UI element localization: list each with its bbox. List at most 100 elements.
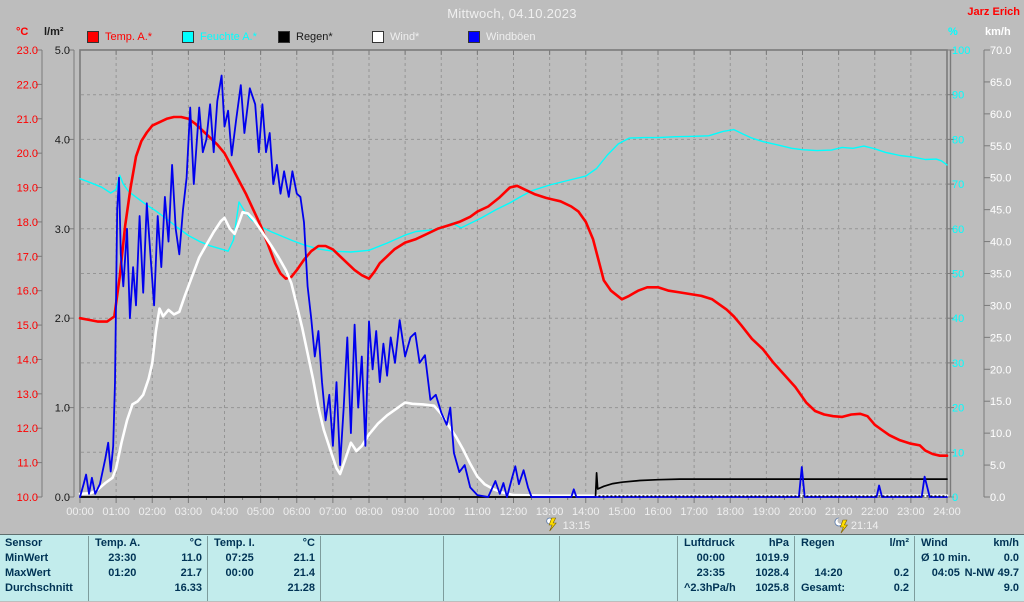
weather-chart: 10.0 11.0 12.0 13.0 14.0 15.0 16.0 17.0 18.0 19.0…: [17, 45, 1011, 534]
temp-tick-label: 22.0: [17, 79, 38, 91]
table-avg-cell: 9.0: [915, 581, 1024, 596]
table-column-empty: [559, 536, 678, 601]
legend-item-feuchte-a-: Feuchte A.*: [182, 31, 257, 43]
humidity-tick-label: 10: [952, 447, 964, 459]
legend-label: Wind*: [390, 31, 420, 43]
humidity-tick-label: 80: [952, 134, 964, 146]
rain-tick-label: 4.0: [55, 134, 70, 146]
table-column-temp-a-: Temp. A. °C 23:30 11.0 01:20 21.7 16.33: [88, 536, 208, 601]
table-min-cell: [795, 551, 915, 566]
table-avg-cell: [444, 581, 560, 596]
value-time: Ø 10 min.: [921, 552, 971, 564]
table-max-cell: 01:20 21.7: [89, 566, 208, 581]
x-axis-label: 18:00: [716, 506, 744, 518]
wind-tick-label: 55.0: [990, 141, 1011, 153]
rain-tick-label: 2.0: [55, 313, 70, 325]
humidity-tick-label: 60: [952, 224, 964, 236]
legend-swatch: [468, 31, 480, 43]
x-axis-label: 12:00: [500, 506, 528, 518]
x-axis-label: 21:00: [825, 506, 853, 518]
x-axis-label: 07:00: [319, 506, 347, 518]
value-time: ^2.3hPa/h: [684, 582, 736, 594]
table-column-empty: [443, 536, 560, 601]
table-max-cell: [444, 566, 560, 581]
x-axis-label: 17:00: [680, 506, 708, 518]
temp-axis-unit: °C: [16, 26, 29, 38]
value-number: 1019.9: [755, 552, 789, 564]
event-marker: 21:14: [834, 517, 878, 534]
table-min-cell: 07:25 21.1: [208, 551, 321, 566]
sensor-unit: km/h: [993, 537, 1019, 549]
table-header-cell: [560, 536, 678, 551]
temp-tick-label: 14.0: [17, 354, 38, 366]
lightning-icon: [840, 519, 849, 534]
value-number: 21.1: [293, 552, 315, 564]
value-number: 0.2: [893, 567, 909, 579]
legend-label: Regen*: [296, 31, 333, 43]
table-max-cell: 23:35 1028.4: [678, 566, 795, 581]
value-time: 14:20: [814, 567, 843, 579]
rain-axis-unit: l/m²: [44, 26, 64, 38]
wind-tick-label: 15.0: [990, 396, 1011, 408]
legend-label: Feuchte A.*: [200, 31, 257, 43]
humidity-tick-label: 90: [952, 90, 964, 102]
legend-label: Temp. A.*: [105, 31, 153, 43]
table-min-cell: 00:00 1019.9: [678, 551, 795, 566]
x-axis-label: 11:00: [464, 506, 491, 518]
x-axis-label: 01:00: [102, 506, 130, 518]
wind-tick-label: 0.0: [990, 492, 1005, 504]
humidity-tick-label: 0: [952, 492, 958, 504]
rain-tick-label: 0.0: [55, 492, 70, 504]
table-column-wind: Wind km/h Ø 10 min. 0.0 04:05 N-NW 49.7 9.0: [914, 536, 1024, 601]
temp-tick-label: 10.0: [17, 492, 38, 504]
humidity-tick-label: 70: [952, 179, 964, 191]
value-time: 00:00: [225, 567, 254, 579]
series-group: [78, 74, 949, 498]
x-axis-label: 04:00: [211, 506, 239, 518]
humidity-tick-label: 30: [952, 358, 964, 370]
humidity-tick-label: 20: [952, 403, 964, 415]
x-axis-label: 23:00: [897, 506, 925, 518]
x-axis-label: 13:00: [536, 506, 564, 518]
table-column-luftdruck: Luftdruck hPa 00:00 1019.9 23:35 1028.4 ^2.3hP…: [677, 536, 795, 601]
value-number: 21.28: [287, 582, 315, 594]
table-header-cell: Regen l/m²: [795, 536, 915, 551]
x-axis-label: 06:00: [283, 506, 311, 518]
value-number: 16.33: [174, 582, 202, 594]
legend-item-temp-a-: Temp. A.*: [87, 31, 152, 43]
temp-tick-label: 19.0: [17, 183, 38, 195]
table-header-cell: [444, 536, 560, 551]
x-axis-label: 24:00: [933, 506, 961, 518]
legend-swatch: [182, 31, 194, 43]
value-number: 21.7: [180, 567, 202, 579]
legend-item-wind-: Wind*: [372, 31, 419, 43]
wind-axis-unit: km/h: [985, 26, 1011, 38]
humidity-tick-label: 40: [952, 313, 964, 325]
table-avg-cell: 21.28: [208, 581, 321, 596]
wind-tick-label: 50.0: [990, 173, 1011, 185]
wind-tick-label: 45.0: [990, 205, 1011, 217]
sensor-name: Wind: [921, 537, 948, 549]
table-header-cell: [321, 536, 444, 551]
row-label: Sensor: [5, 537, 43, 549]
value-time: 04:05: [931, 567, 960, 579]
temp-tick-label: 18.0: [17, 217, 38, 229]
legend-item-windb-en: Windböen: [468, 31, 536, 43]
wind-tick-label: 5.0: [990, 460, 1005, 472]
value-number: 21.4: [293, 567, 315, 579]
feuchte-a--series-line: [79, 128, 948, 253]
table-avg-cell: [560, 581, 678, 596]
row-label: MaxWert: [5, 567, 51, 579]
sensor-name: Luftdruck: [684, 537, 735, 549]
temp-tick-label: 20.0: [17, 148, 38, 160]
x-axis-label: 05:00: [247, 506, 275, 518]
value-time: 07:25: [225, 552, 254, 564]
humidity-tick-label: 100: [952, 45, 970, 57]
temp-tick-label: 21.0: [17, 114, 38, 126]
temp-tick-label: 12.0: [17, 423, 38, 435]
row-label: Durchschnitt: [5, 582, 73, 594]
watermark-author: Jarz Erich: [967, 6, 1020, 18]
x-axis-label: 00:00: [66, 506, 94, 518]
table-header-cell: Temp. I. °C: [208, 536, 321, 551]
